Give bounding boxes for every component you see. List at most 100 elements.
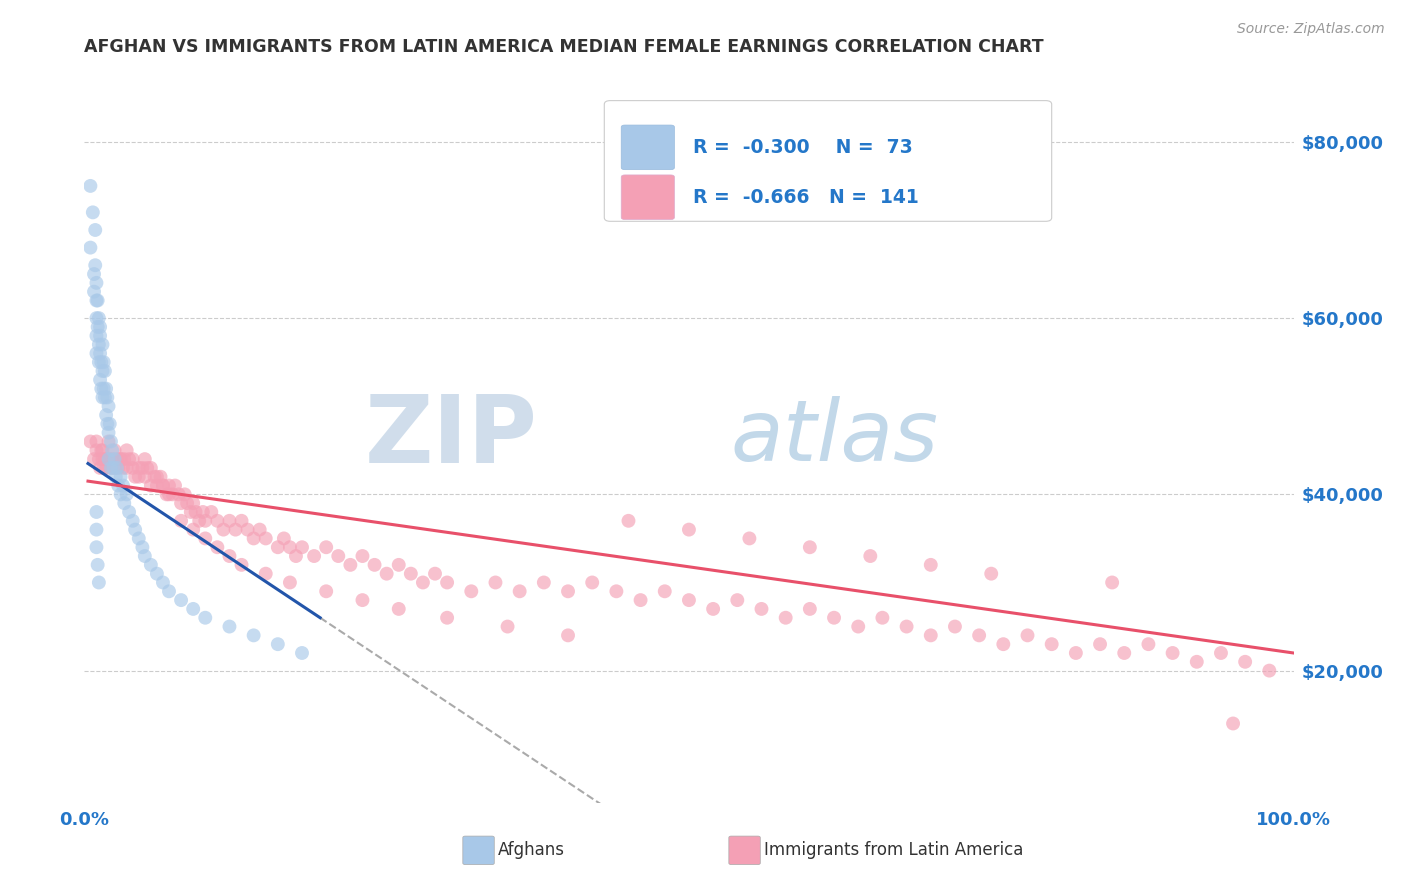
Point <box>167 487 190 501</box>
Point <box>460 584 482 599</box>
Point <box>920 558 942 572</box>
Point <box>152 575 174 590</box>
Point <box>84 258 107 272</box>
Point <box>94 382 117 396</box>
Point <box>97 399 120 413</box>
Point <box>273 532 295 546</box>
Point <box>254 566 277 581</box>
Point <box>107 478 129 492</box>
Point <box>157 584 180 599</box>
Point <box>1114 646 1136 660</box>
Point <box>799 602 821 616</box>
Point <box>146 478 169 492</box>
Point <box>149 469 172 483</box>
Point <box>155 487 177 501</box>
Point <box>104 452 127 467</box>
Point <box>557 628 579 642</box>
Point <box>79 241 101 255</box>
Point <box>89 461 111 475</box>
Point <box>121 452 143 467</box>
Point <box>82 205 104 219</box>
Point <box>165 478 187 492</box>
Point <box>104 461 127 475</box>
Point <box>93 355 115 369</box>
Point <box>170 593 193 607</box>
Point <box>278 540 301 554</box>
Point <box>139 461 162 475</box>
Point <box>375 566 398 581</box>
Point <box>920 628 942 642</box>
Point <box>162 487 184 501</box>
Point <box>967 628 990 642</box>
Point <box>1064 646 1087 660</box>
Point <box>1258 664 1281 678</box>
Point <box>105 461 128 475</box>
Point <box>112 452 135 467</box>
Point <box>110 452 132 467</box>
Point <box>363 558 385 572</box>
Point <box>533 575 555 590</box>
Point <box>872 611 894 625</box>
Point <box>90 382 112 396</box>
Point <box>218 619 240 633</box>
Point <box>100 434 122 449</box>
Point <box>90 443 112 458</box>
Point <box>100 461 122 475</box>
Point <box>93 382 115 396</box>
Point <box>91 443 114 458</box>
Point <box>207 514 229 528</box>
Point <box>97 452 120 467</box>
Point <box>181 496 204 510</box>
Point <box>242 532 264 546</box>
Point <box>388 558 411 572</box>
Point <box>388 602 411 616</box>
Point <box>678 523 700 537</box>
Text: R =  -0.666   N =  141: R = -0.666 N = 141 <box>693 187 918 207</box>
Point <box>128 532 150 546</box>
Text: atlas: atlas <box>730 395 938 479</box>
Point <box>136 461 159 475</box>
Point <box>128 469 150 483</box>
Point <box>86 328 108 343</box>
Point <box>278 575 301 590</box>
Point <box>96 391 118 405</box>
Point <box>399 566 422 581</box>
Point <box>157 478 180 492</box>
Point <box>101 452 124 467</box>
Point <box>412 575 434 590</box>
FancyBboxPatch shape <box>463 836 495 864</box>
Point <box>846 619 869 633</box>
Point <box>83 285 105 299</box>
Point <box>97 452 120 467</box>
Point <box>823 611 845 625</box>
Point <box>121 514 143 528</box>
Point <box>105 452 128 467</box>
Point <box>89 320 111 334</box>
Point <box>143 469 166 483</box>
Point <box>134 469 156 483</box>
Point <box>139 558 162 572</box>
Point <box>131 461 153 475</box>
FancyBboxPatch shape <box>621 125 675 169</box>
Point <box>859 549 882 563</box>
Point <box>231 514 253 528</box>
Text: Afghans: Afghans <box>498 841 565 859</box>
Point <box>86 276 108 290</box>
Point <box>115 461 138 475</box>
Point <box>181 602 204 616</box>
Point <box>254 532 277 546</box>
Point <box>1234 655 1257 669</box>
Point <box>207 540 229 554</box>
Point <box>496 619 519 633</box>
Point <box>702 602 724 616</box>
Point <box>84 223 107 237</box>
Point <box>993 637 1015 651</box>
Point <box>104 443 127 458</box>
Point <box>1101 575 1123 590</box>
Point <box>218 549 240 563</box>
Point <box>249 523 271 537</box>
Point <box>617 514 640 528</box>
Point <box>315 540 337 554</box>
Text: AFGHAN VS IMMIGRANTS FROM LATIN AMERICA MEDIAN FEMALE EARNINGS CORRELATION CHART: AFGHAN VS IMMIGRANTS FROM LATIN AMERICA … <box>84 38 1045 56</box>
Point <box>1185 655 1208 669</box>
